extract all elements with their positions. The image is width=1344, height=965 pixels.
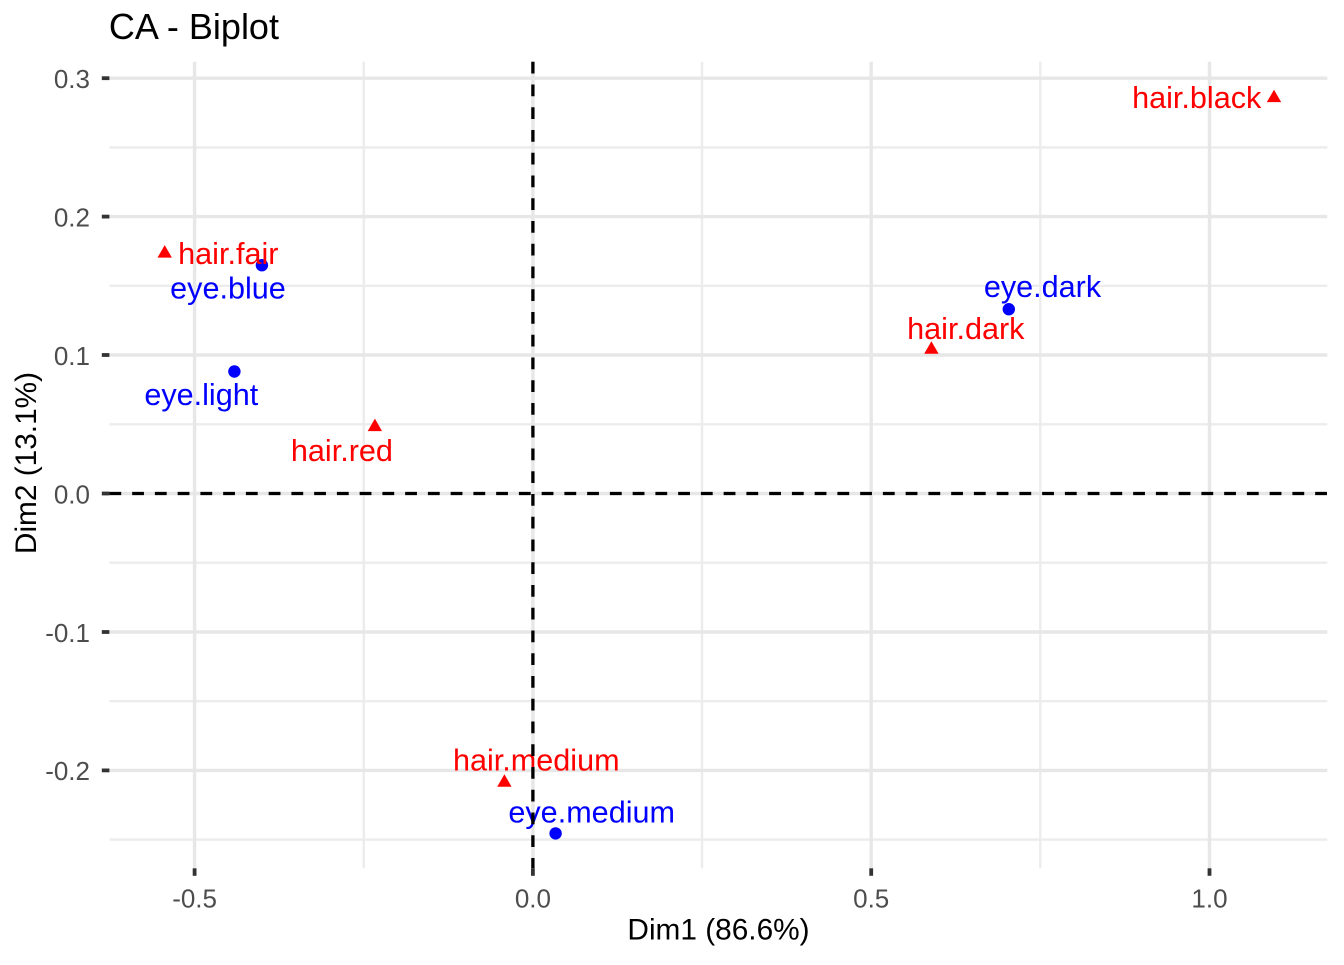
svg-text:-0.2: -0.2 — [45, 756, 90, 786]
svg-text:eye.dark: eye.dark — [984, 270, 1102, 304]
svg-text:hair.black: hair.black — [1132, 81, 1262, 115]
svg-text:0.5: 0.5 — [853, 884, 889, 914]
svg-text:1.0: 1.0 — [1191, 884, 1227, 914]
svg-text:CA - Biplot: CA - Biplot — [109, 6, 279, 47]
svg-text:0.0: 0.0 — [54, 479, 90, 509]
svg-text:hair.medium: hair.medium — [453, 744, 620, 778]
svg-text:0.0: 0.0 — [515, 884, 551, 914]
svg-text:eye.light: eye.light — [144, 378, 258, 412]
svg-text:hair.fair: hair.fair — [178, 237, 278, 271]
svg-text:-0.5: -0.5 — [172, 884, 217, 914]
svg-text:0.2: 0.2 — [54, 202, 90, 232]
svg-text:hair.dark: hair.dark — [907, 312, 1025, 346]
svg-text:Dim1 (86.6%): Dim1 (86.6%) — [627, 914, 809, 947]
svg-text:-0.1: -0.1 — [45, 618, 90, 648]
svg-text:0.1: 0.1 — [54, 341, 90, 371]
svg-text:eye.blue: eye.blue — [170, 272, 286, 306]
svg-text:eye.medium: eye.medium — [508, 796, 675, 830]
svg-text:0.3: 0.3 — [54, 64, 90, 94]
svg-text:hair.red: hair.red — [291, 434, 393, 468]
svg-text:Dim2 (13.1%): Dim2 (13.1%) — [10, 372, 43, 554]
